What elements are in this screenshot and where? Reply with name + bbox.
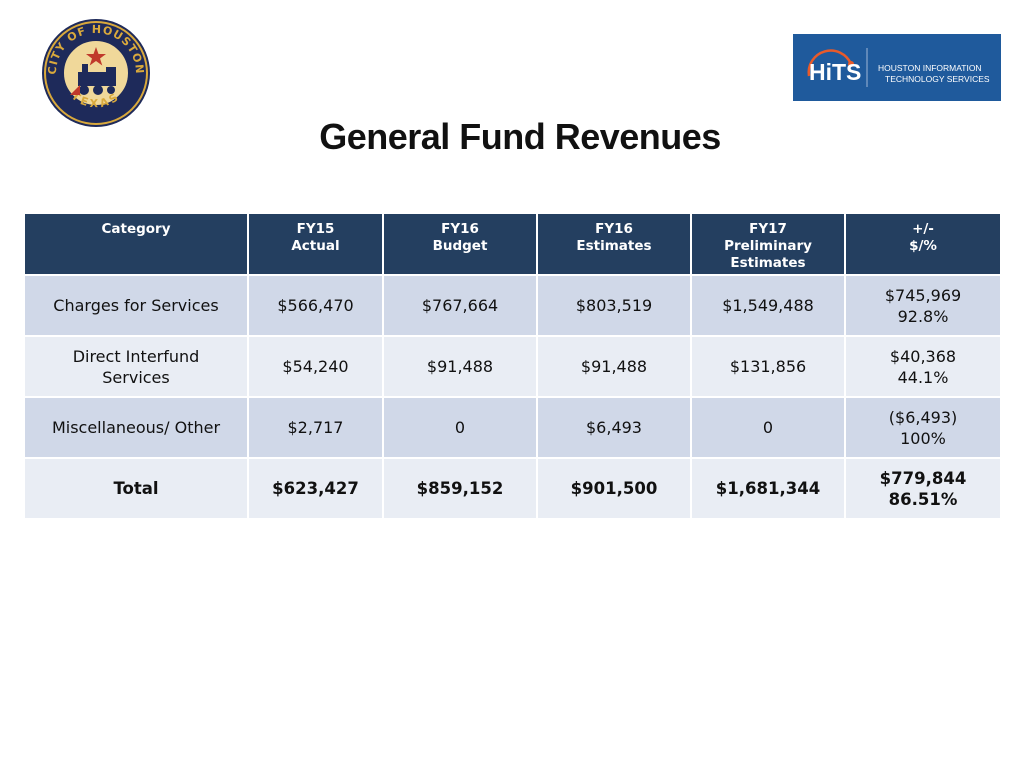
header-fy16-budget: FY16 Budget bbox=[384, 214, 536, 274]
cell-fy17-preliminary: $1,681,344 bbox=[692, 459, 844, 518]
cell-category: Total bbox=[25, 459, 247, 518]
cell-category: Miscellaneous/ Other bbox=[25, 398, 247, 457]
table-row: Direct Interfund Services $54,240 $91,48… bbox=[25, 337, 1000, 396]
cell-fy16-estimates: $6,493 bbox=[538, 398, 690, 457]
cell-change: $745,969 92.8% bbox=[846, 276, 1000, 335]
cell-fy16-budget: $767,664 bbox=[384, 276, 536, 335]
cell-fy16-budget: $859,152 bbox=[384, 459, 536, 518]
cell-change: ($6,493) 100% bbox=[846, 398, 1000, 457]
cell-change: $779,844 86.51% bbox=[846, 459, 1000, 518]
city-seal-graphic: CITY OF HOUSTON TEXAS bbox=[42, 19, 150, 127]
table-row: Miscellaneous/ Other $2,717 0 $6,493 0 (… bbox=[25, 398, 1000, 457]
cell-category: Charges for Services bbox=[25, 276, 247, 335]
cell-fy15-actual: $623,427 bbox=[249, 459, 382, 518]
cell-fy15-actual: $2,717 bbox=[249, 398, 382, 457]
cell-fy17-preliminary: 0 bbox=[692, 398, 844, 457]
table-row-total: Total $623,427 $859,152 $901,500 $1,681,… bbox=[25, 459, 1000, 518]
hits-logo: HiTS HOUSTON INFORMATION TECHNOLOGY SERV… bbox=[793, 34, 1001, 101]
cell-fy16-budget: $91,488 bbox=[384, 337, 536, 396]
cell-category: Direct Interfund Services bbox=[25, 337, 247, 396]
city-of-houston-seal: CITY OF HOUSTON TEXAS bbox=[40, 17, 152, 129]
revenue-table: Category FY15 Actual FY16 Budget FY16 Es… bbox=[23, 212, 1002, 520]
cell-fy16-estimates: $901,500 bbox=[538, 459, 690, 518]
cell-fy17-preliminary: $1,549,488 bbox=[692, 276, 844, 335]
cell-change: $40,368 44.1% bbox=[846, 337, 1000, 396]
cell-fy17-preliminary: $131,856 bbox=[692, 337, 844, 396]
hits-wordmark: HiTS bbox=[809, 59, 861, 85]
table-header-row: Category FY15 Actual FY16 Budget FY16 Es… bbox=[25, 214, 1000, 274]
cell-fy16-estimates: $803,519 bbox=[538, 276, 690, 335]
hits-name-line-1: HOUSTON INFORMATION bbox=[878, 63, 982, 73]
header-fy15-actual: FY15 Actual bbox=[249, 214, 382, 274]
header-fy16-estimates: FY16 Estimates bbox=[538, 214, 690, 274]
page-title: General Fund Revenues bbox=[319, 116, 721, 157]
header-fy17-preliminary: FY17 Preliminary Estimates bbox=[692, 214, 844, 274]
cell-fy16-budget: 0 bbox=[384, 398, 536, 457]
table-row: Charges for Services $566,470 $767,664 $… bbox=[25, 276, 1000, 335]
header-change: +/- $/% bbox=[846, 214, 1000, 274]
header-category: Category bbox=[25, 214, 247, 274]
cell-fy15-actual: $54,240 bbox=[249, 337, 382, 396]
cell-fy15-actual: $566,470 bbox=[249, 276, 382, 335]
hits-logo-graphic: HiTS HOUSTON INFORMATION TECHNOLOGY SERV… bbox=[807, 48, 990, 87]
cell-fy16-estimates: $91,488 bbox=[538, 337, 690, 396]
hits-name-line-2: TECHNOLOGY SERVICES bbox=[885, 74, 990, 84]
